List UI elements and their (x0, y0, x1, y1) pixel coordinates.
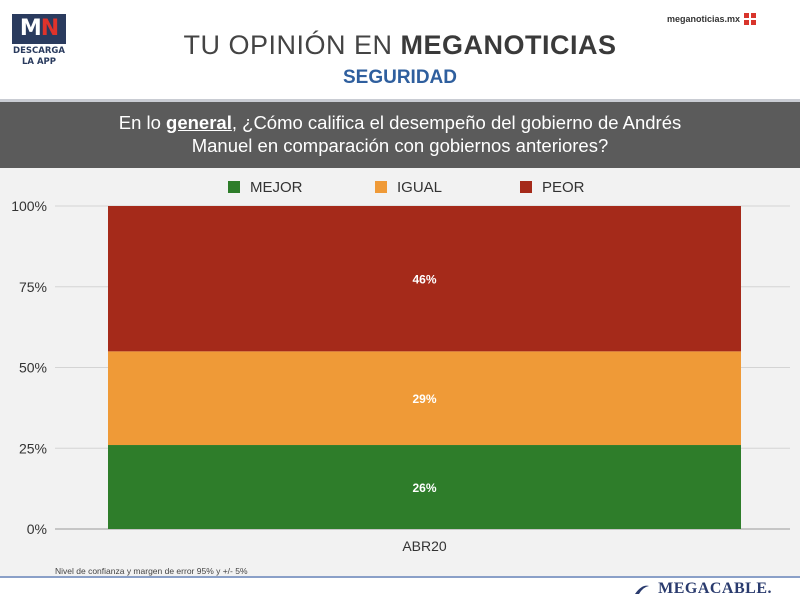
site-url[interactable]: meganoticias.mx (666, 14, 740, 24)
bar-segment-mejor (108, 445, 741, 529)
footnote: Nivel de confianza y margen de error 95%… (55, 566, 248, 576)
legend-swatch-peor (520, 181, 532, 193)
footer-divider (0, 576, 800, 578)
data-label-igual: 29% (412, 392, 436, 406)
legend-label-mejor: MEJOR (250, 179, 303, 196)
brand-name: MEGACABLE. (658, 580, 772, 597)
data-label-peor: 46% (412, 273, 436, 287)
y-tick-label: 25% (19, 440, 47, 456)
x-tick-label: ABR20 (402, 538, 447, 554)
logo-mark: MN (12, 14, 66, 44)
app-logo[interactable]: MN DESCARGA LA APP (12, 14, 74, 68)
footer (0, 578, 800, 600)
grid-icon (744, 13, 756, 25)
megacable-logo-icon (635, 585, 649, 594)
y-tick-label: 100% (11, 198, 47, 214)
bar-segment-igual (108, 351, 741, 446)
y-tick-label: 0% (27, 521, 47, 537)
bar-segment-peor (108, 206, 741, 352)
header: MN DESCARGA LA APP meganoticias.mx TU OP… (0, 0, 800, 100)
header-divider (0, 99, 800, 102)
stacked-bar-chart: 0% 25% 50% 75% 100% 26% 29% 46% ABR20 MEJOR IGUAL P… (11, 179, 790, 554)
legend-swatch-igual (375, 181, 387, 193)
legend-label-igual: IGUAL (397, 179, 442, 196)
logo-caption: DESCARGA LA APP (13, 46, 65, 67)
page-subtitle: SEGURIDAD (342, 67, 457, 88)
y-tick-label: 50% (19, 360, 47, 376)
y-tick-label: 75% (19, 279, 47, 295)
chart-panel: 0% 25% 50% 75% 100% 26% 29% 46% ABR20 MEJOR IGUAL P… (0, 168, 800, 578)
data-label-mejor: 26% (412, 481, 436, 495)
page-title: TU OPINIÓN EN MEGANOTICIAS (183, 30, 617, 60)
legend-swatch-mejor (228, 181, 240, 193)
legend-label-peor: PEOR (542, 179, 585, 196)
question-emphasis: general (166, 112, 232, 133)
question-banner: En lo general, ¿Cómo califica el desempe… (0, 102, 800, 168)
